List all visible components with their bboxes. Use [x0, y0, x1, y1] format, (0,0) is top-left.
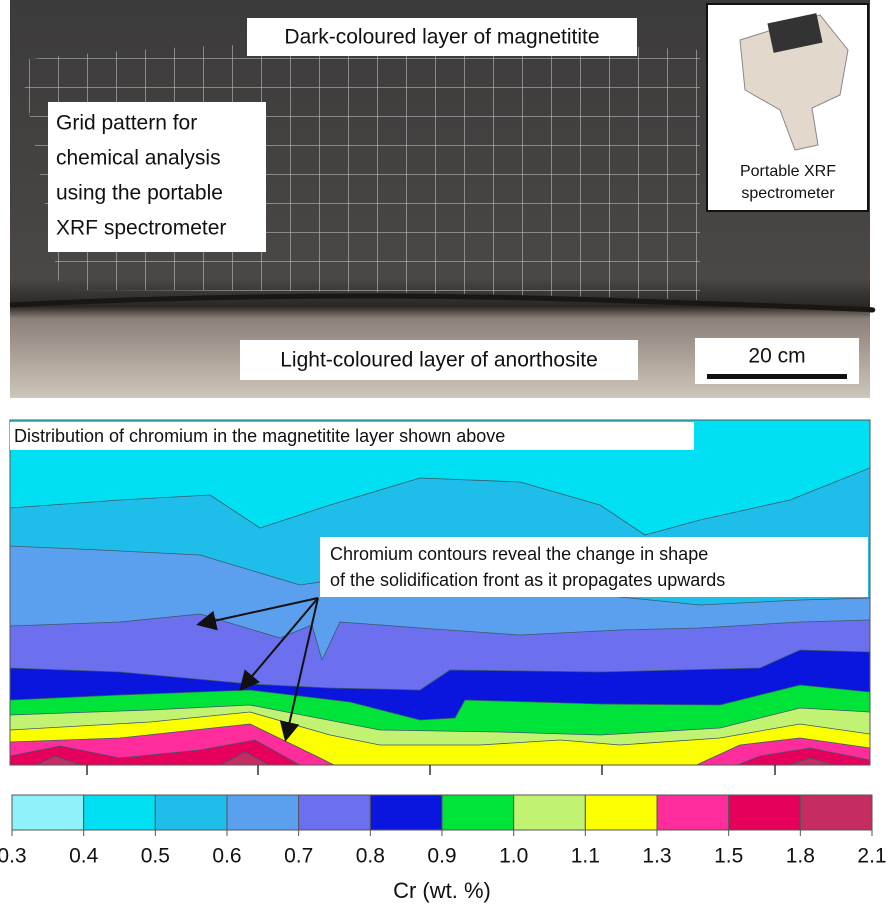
colorbar-swatch [227, 795, 299, 830]
colorbar-swatch [84, 795, 156, 830]
annotation: Chromium contours reveal the change in s… [330, 544, 708, 564]
colorbar-tick-label: 0.3 [0, 845, 27, 868]
colorbar-tick-label: 1.8 [786, 845, 815, 868]
colorbar-tick-label: 1.3 [642, 845, 671, 868]
photo-label: Grid pattern for [56, 112, 197, 135]
photo-label: chemical analysis [56, 147, 221, 170]
map-ticks [87, 765, 775, 775]
colorbar-swatch [729, 795, 801, 830]
colorbar-tick-label: 0.5 [141, 845, 170, 868]
photo-label: Light-coloured layer of anorthosite [280, 349, 598, 372]
colorbar-tick-label: 0.8 [356, 845, 385, 868]
scale-label: 20 cm [748, 345, 805, 368]
annotation: of the solidification front as it propag… [330, 570, 725, 590]
photo-label: using the portable [56, 182, 223, 205]
map-title: Distribution of chromium in the magnetit… [14, 426, 505, 446]
colorbar-tick-label: 0.7 [284, 845, 313, 868]
colorbar-tick-label: 1.5 [714, 845, 743, 868]
colorbar-tick-label: 1.0 [499, 845, 528, 868]
colorbar-swatch [370, 795, 442, 830]
colorbar-tick-label: 0.9 [427, 845, 456, 868]
colorbar-swatch [442, 795, 514, 830]
photo-label: Dark-coloured layer of magnetitite [284, 26, 599, 49]
colorbar-swatch [514, 795, 586, 830]
colorbar-tick-label: 0.6 [212, 845, 241, 868]
photo-label: XRF spectrometer [56, 217, 226, 240]
colorbar-swatch [155, 795, 227, 830]
colorbar-swatch [299, 795, 371, 830]
colorbar-swatch [657, 795, 729, 830]
colorbar-swatch [12, 795, 84, 830]
colorbar-swatch [585, 795, 657, 830]
colorbar-tick-label: 0.4 [69, 845, 99, 868]
figure: Dark-coloured layer of magnetitite Grid … [0, 0, 892, 914]
colorbar-swatch [800, 795, 872, 830]
inset-caption: spectrometer [741, 185, 835, 202]
colorbar-tick-label: 2.1 [857, 845, 886, 868]
colorbar-tick-label: 1.1 [571, 845, 600, 868]
inset-caption: Portable XRF [740, 163, 836, 180]
scale-bar [707, 374, 847, 379]
colorbar-label: Cr (wt. %) [393, 878, 491, 903]
